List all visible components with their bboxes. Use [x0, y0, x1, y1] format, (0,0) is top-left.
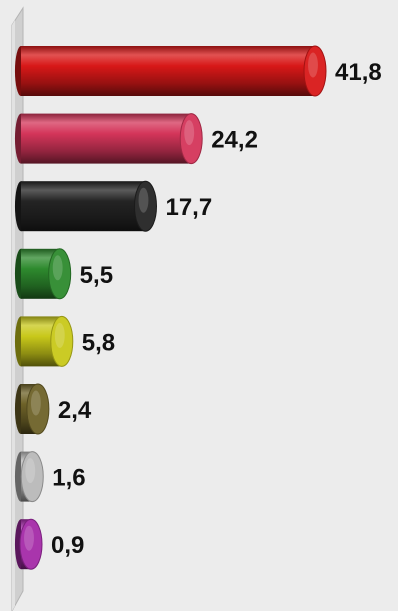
value-label-1: 41,8 [335, 59, 382, 86]
bar-cap-highlight [52, 255, 63, 281]
value-label-7: 1,6 [52, 465, 85, 492]
bars-group [14, 45, 327, 570]
value-label-6: 2,4 [58, 397, 92, 424]
bar-cap-highlight [30, 390, 41, 416]
bar-4 [14, 248, 72, 300]
bar-body [21, 181, 146, 232]
bar-7 [14, 451, 44, 503]
value-label-3: 17,7 [165, 194, 212, 221]
bar-cap-highlight [184, 120, 195, 146]
bar-6 [14, 383, 50, 435]
value-label-5: 5,8 [82, 329, 115, 356]
bar-cap-highlight [138, 187, 149, 213]
bar-8 [14, 518, 43, 570]
bar-body [21, 46, 315, 96]
value-label-2: 24,2 [211, 127, 258, 154]
bar-1 [14, 45, 327, 97]
value-label-4: 5,5 [80, 262, 113, 289]
backplane-highlight [12, 20, 15, 611]
bar-cap-highlight [308, 52, 318, 78]
bar-3 [14, 180, 157, 232]
bar-body [21, 113, 192, 164]
bar-2 [14, 113, 203, 165]
bar-5 [14, 315, 74, 367]
bar-cap-highlight [25, 458, 36, 484]
bar-cap-highlight [24, 525, 34, 551]
bar-cap-highlight [54, 322, 65, 348]
value-labels-group: 41,8 24,2 17,7 5,5 5,8 2,4 1,6 0,9 [51, 59, 382, 559]
value-label-8: 0,9 [51, 532, 84, 559]
